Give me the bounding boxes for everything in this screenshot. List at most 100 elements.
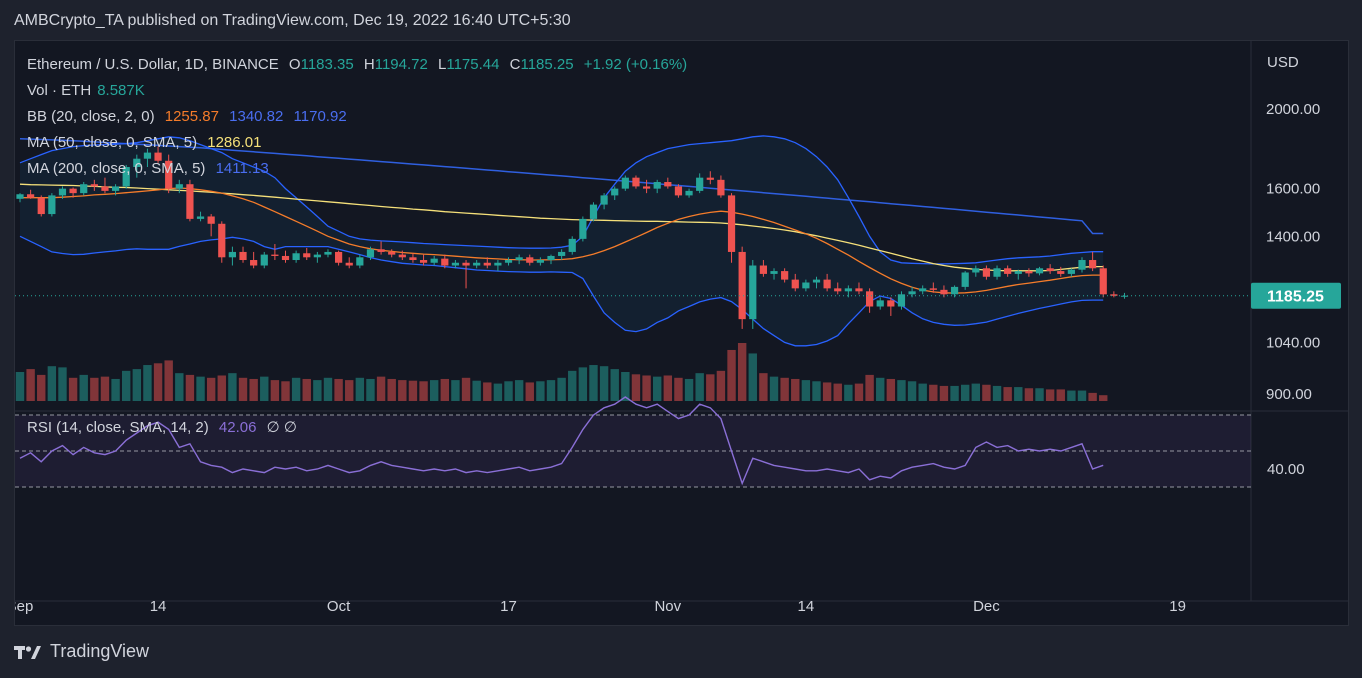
candle-body <box>727 195 736 252</box>
legend-volume-value: 8.587K <box>97 82 145 99</box>
candle-body <box>239 251 247 261</box>
legend-ma200-row[interactable]: MA (200, close, 0, SMA, 5) 1411.13 <box>27 160 275 177</box>
candle-body <box>887 300 895 307</box>
time-tick-label: 19 <box>1169 598 1186 615</box>
volume-bar <box>525 382 534 401</box>
candle-body <box>48 195 56 215</box>
candle-body <box>738 251 746 320</box>
volume-bar <box>759 373 768 401</box>
volume-bar <box>206 377 216 401</box>
candle-body <box>982 268 991 277</box>
volume-bar <box>376 376 386 401</box>
price-tick-label: 900.00 <box>1266 386 1312 403</box>
candle-body <box>80 184 88 194</box>
volume-bar <box>737 343 747 401</box>
candle-body <box>494 262 502 266</box>
volume-bar <box>854 383 864 401</box>
volume-bar <box>153 363 163 401</box>
candle-body <box>313 254 321 258</box>
price-tick-label: 1400.00 <box>1266 228 1320 245</box>
volume-bar <box>408 380 418 401</box>
candle-body <box>621 177 629 189</box>
volume-bar <box>653 376 662 401</box>
volume-bar <box>546 380 556 401</box>
candle-body <box>419 260 428 263</box>
last-price-tag <box>1251 282 1341 309</box>
candle-body <box>111 186 120 191</box>
volume-bar <box>706 374 715 401</box>
candle-body <box>536 260 544 263</box>
legend-bb-lower: 1170.92 <box>293 108 347 125</box>
price-chart[interactable]: USD 900.00 1040.00 1400.00 1600.00 2000.00 118… <box>15 41 1348 625</box>
candle-body <box>972 268 980 273</box>
legend-low: 1175.44 <box>446 56 500 73</box>
candle-body <box>696 177 704 191</box>
volume-bar <box>26 369 35 401</box>
legend-rsi-extra: ∅ ∅ <box>266 419 297 436</box>
legend-rsi-label: RSI (14, close, SMA, 14, 2) <box>27 419 209 436</box>
publisher-line: AMBCrypto_TA published on TradingView.co… <box>14 12 571 29</box>
legend-symbol[interactable]: Ethereum / U.S. Dollar, 1D, BINANCE <box>27 56 279 73</box>
candle-body <box>940 289 948 295</box>
candle-body <box>462 262 470 266</box>
legend-rsi-row[interactable]: RSI (14, close, SMA, 14, 2) 42.06 ∅ ∅ <box>27 418 303 436</box>
candle-body <box>547 255 555 261</box>
volume-bar <box>100 376 110 401</box>
legend-ma200-label: MA (200, close, 0, SMA, 5) <box>27 160 206 177</box>
footer-brand[interactable]: TradingView <box>50 641 150 661</box>
volume-bar <box>79 374 88 401</box>
candle-body <box>356 257 364 266</box>
volume-bar <box>185 374 195 401</box>
volume-bar <box>886 378 896 401</box>
ma200-line <box>19 138 1104 235</box>
candle-body <box>133 158 141 168</box>
legend-high-label: H <box>363 56 375 73</box>
candle-body <box>908 291 916 295</box>
candle-body <box>1057 271 1065 274</box>
volume-bar <box>642 375 651 401</box>
price-tick-label: 1600.00 <box>1266 181 1320 198</box>
candle-body <box>175 184 183 189</box>
candle-body <box>101 186 109 191</box>
volume-bar <box>599 366 609 401</box>
candle-body <box>441 258 449 266</box>
candle-body <box>919 288 927 292</box>
candle-body <box>579 218 587 239</box>
volume-bar <box>578 367 588 401</box>
candle-body <box>154 152 162 161</box>
volume-bar <box>663 375 673 401</box>
volume-bar <box>58 367 67 401</box>
legend-high: 1194.72 <box>374 56 428 73</box>
candle-body <box>844 288 852 292</box>
candle-body <box>653 182 661 189</box>
volume-bar <box>589 365 598 401</box>
legend-bb-row[interactable]: BB (20, close, 2, 0) 1255.87 1340.82 117… <box>27 108 353 125</box>
volume-bar <box>164 360 173 401</box>
candle-body <box>600 195 608 205</box>
volume-bar <box>1003 387 1012 401</box>
candle-body <box>685 190 693 196</box>
legend-ma50-row[interactable]: MA (50, close, 0, SMA, 5) 1286.01 <box>27 134 267 151</box>
candle-body <box>388 251 396 255</box>
candle-body <box>674 186 683 196</box>
candle-body <box>632 177 640 187</box>
volume-bar <box>323 377 333 401</box>
legend-ma50-value: 1286.01 <box>207 134 262 151</box>
price-axis-unit: USD <box>1267 54 1299 71</box>
candle-body <box>802 282 810 289</box>
legend-bb-basis: 1255.87 <box>164 108 219 125</box>
volume-bar <box>791 378 800 401</box>
ma50-line <box>19 183 1104 272</box>
candle-body <box>897 294 906 307</box>
candle-body <box>515 257 523 261</box>
candle-body <box>260 254 268 266</box>
candle-body <box>483 262 491 266</box>
volume-bar <box>461 377 471 401</box>
volume-bar <box>47 366 57 401</box>
candle-body <box>961 272 969 287</box>
volume-bar <box>419 381 428 401</box>
legend-volume-row[interactable]: Vol · ETH 8.587K <box>27 82 151 99</box>
volume-bar <box>621 372 630 401</box>
volume-bar <box>674 377 683 401</box>
candle-body <box>749 265 757 320</box>
